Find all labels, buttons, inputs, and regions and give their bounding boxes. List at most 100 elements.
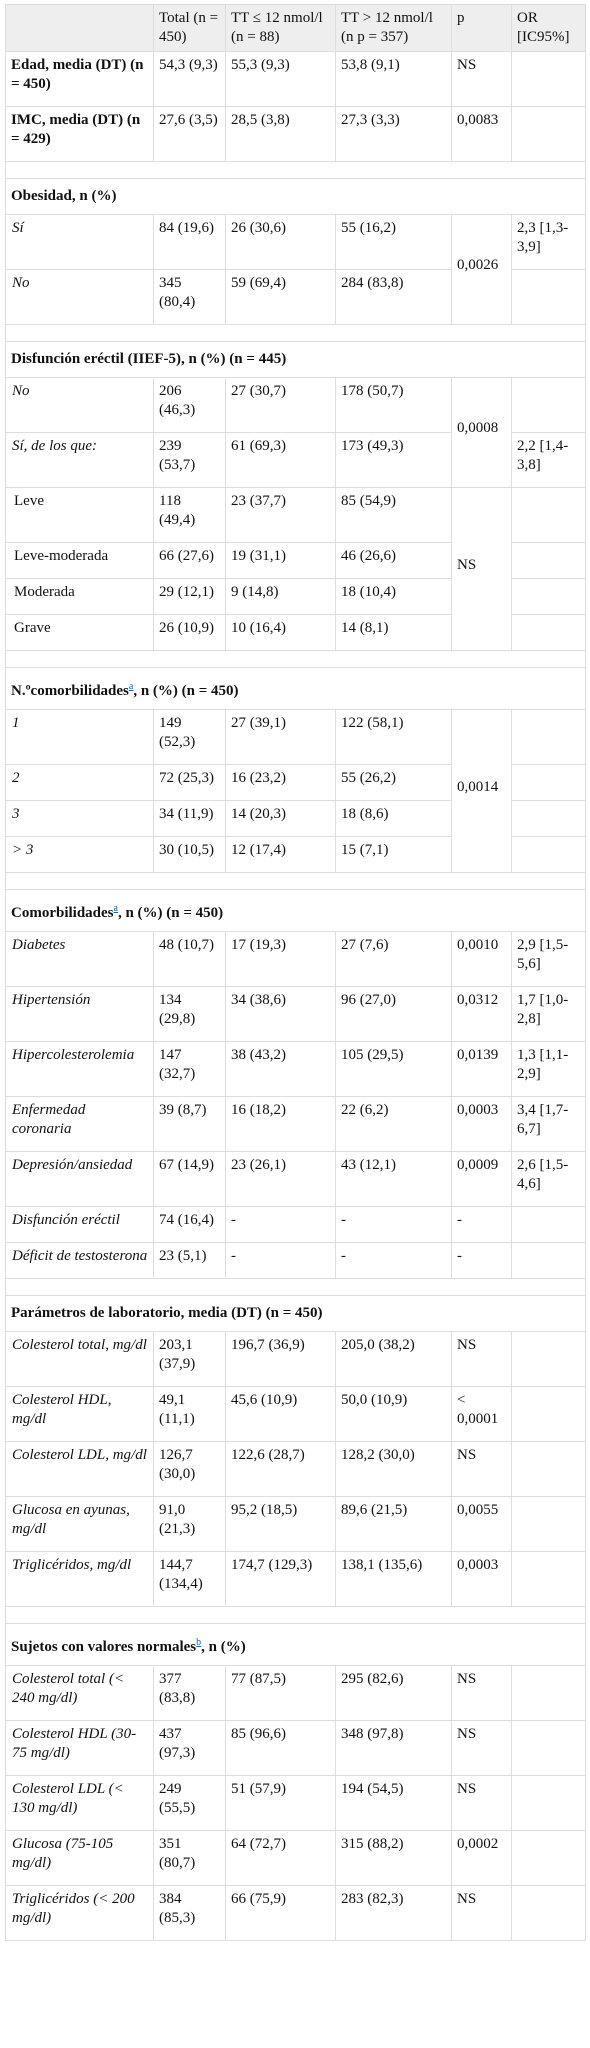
cell-empty xyxy=(511,487,586,543)
section-title: Obesidad, n (%) xyxy=(5,178,586,215)
cell-high: 128,2 (30,0) xyxy=(335,1441,452,1497)
cell-empty xyxy=(511,800,586,837)
cell-empty xyxy=(511,1441,586,1497)
cell-p: 0,0010 xyxy=(451,931,512,987)
header-row: Total (n = 450) TT ≤ 12 nmol/l (n = 88) TT… xyxy=(5,4,586,52)
cell-or: 2,2 [1,4-3,8] xyxy=(511,432,586,488)
row-label: Sí, de los que: xyxy=(5,432,154,488)
cell-high: 55 (26,2) xyxy=(335,764,452,801)
cell-low: 16 (23,2) xyxy=(225,764,336,801)
cell-p: NS xyxy=(451,1441,512,1497)
cell-total: 239 (53,7) xyxy=(153,432,226,488)
cell-low: 23 (37,7) xyxy=(225,487,336,543)
cell-high: 138,1 (135,6) xyxy=(335,1551,452,1607)
data-row: Leve 118 (49,4) 23 (37,7) 85 (54,9) NS xyxy=(5,487,586,651)
cell-p: 0,0312 xyxy=(451,986,512,1042)
cell-low: 9 (14,8) xyxy=(225,578,336,615)
cell-low: 174,7 (129,3) xyxy=(225,1551,336,1607)
section-title-rest: , n (%) (n = 450) xyxy=(117,905,224,921)
data-row: Hipertensión 134 (29,8) 34 (38,6) 96 (27,0)… xyxy=(5,986,586,1042)
section-row: Disfunción eréctil (IIEF-5), n (%) (n = … xyxy=(5,341,586,378)
cell-low: - xyxy=(225,1206,336,1243)
data-row: No 206 (46,3) 27 (30,7) 178 (50,7) 0,0008 xyxy=(5,377,586,488)
section-title-text: Parámetros de laboratorio, media (DT) (n… xyxy=(11,1305,323,1321)
section-title-text: Sujetos con valores normales xyxy=(11,1639,197,1655)
cell-low: 61 (69,3) xyxy=(225,432,336,488)
cell-empty xyxy=(511,1551,586,1607)
row-label: Colesterol HDL, mg/dl xyxy=(5,1386,154,1442)
footnote-link[interactable]: a xyxy=(128,681,134,692)
cell-empty xyxy=(511,1206,586,1243)
cell-empty xyxy=(511,578,586,615)
cell-p: NS xyxy=(451,1885,512,1941)
row-label: Glucosa en ayunas, mg/dl xyxy=(5,1496,154,1552)
cell-p: NS xyxy=(451,1775,512,1831)
row-label: Enfermedad coronaria xyxy=(5,1096,154,1152)
data-row: Glucosa (75-105 mg/dl) 351 (80,7) 64 (72,7… xyxy=(5,1830,586,1886)
row-label: 1 xyxy=(5,709,154,765)
section-row: Obesidad, n (%) xyxy=(5,178,586,215)
cell-p: 0,0003 xyxy=(451,1096,512,1152)
spacer xyxy=(5,650,586,668)
cell-low: 85 (96,6) xyxy=(225,1720,336,1776)
cell-high: 348 (97,8) xyxy=(335,1720,452,1776)
cell-empty xyxy=(511,542,586,579)
row-label: IMC, media (DT) (n = 429) xyxy=(5,106,154,162)
cell-high: 178 (50,7) xyxy=(335,377,452,433)
data-row: Sí 84 (19,6) 26 (30,6) 55 (16,2) 0,0026 2,3 [… xyxy=(5,214,586,325)
row-label: Colesterol total, mg/dl xyxy=(5,1331,154,1387)
section-row: Parámetros de laboratorio, media (DT) (n… xyxy=(5,1295,586,1332)
cell-low: 122,6 (28,7) xyxy=(225,1441,336,1497)
footnote-link[interactable]: b xyxy=(196,1637,202,1648)
cell-total: 72 (25,3) xyxy=(153,764,226,801)
cell-high: 194 (54,5) xyxy=(335,1775,452,1831)
cell-p: 0,0139 xyxy=(451,1041,512,1097)
data-row: Disfunción eréctil 74 (16,4) - - - xyxy=(5,1206,586,1243)
data-row: 1 149 (52,3) 27 (39,1) 122 (58,1) 0,0014 xyxy=(5,709,586,873)
cell-or: 1,7 [1,0-2,8] xyxy=(511,986,586,1042)
data-row: Moderada 29 (12,1) 9 (14,8) 18 (10,4) xyxy=(5,578,586,615)
cell-p: NS xyxy=(451,1331,512,1387)
row-label: Leve xyxy=(5,487,154,543)
cell-low: 77 (87,5) xyxy=(225,1665,336,1721)
row-label: > 3 xyxy=(5,836,154,873)
cell-low: 38 (43,2) xyxy=(225,1041,336,1097)
cell-high: 284 (83,8) xyxy=(335,269,452,325)
cell-low: 17 (19,3) xyxy=(225,931,336,987)
cell-total: 149 (52,3) xyxy=(153,709,226,765)
cell-low: - xyxy=(225,1242,336,1279)
cell-p: - xyxy=(451,1242,512,1279)
cell-low: 95,2 (18,5) xyxy=(225,1496,336,1552)
cell-total: 126,7 (30,0) xyxy=(153,1441,226,1497)
cell-total: 67 (14,9) xyxy=(153,1151,226,1207)
row-label: Glucosa (75-105 mg/dl) xyxy=(5,1830,154,1886)
data-row: Colesterol total, mg/dl 203,1 (37,9) 196,7… xyxy=(5,1331,586,1387)
row-label: Moderada xyxy=(5,578,154,615)
spacer-row xyxy=(5,161,586,179)
cell-empty xyxy=(511,1496,586,1552)
section-title-text: N.ºcomorbilidades xyxy=(11,683,129,699)
cell-p: 0,0083 xyxy=(451,106,512,162)
cell-empty xyxy=(511,106,586,162)
cell-total: 39 (8,7) xyxy=(153,1096,226,1152)
data-row: > 3 30 (10,5) 12 (17,4) 15 (7,1) xyxy=(5,836,586,873)
header-cell xyxy=(5,4,154,52)
cell-low: 27 (39,1) xyxy=(225,709,336,765)
footnote-link[interactable]: a xyxy=(113,903,118,914)
row-label: Edad, media (DT) (n = 450) xyxy=(5,51,154,107)
cell-total: 29 (12,1) xyxy=(153,578,226,615)
cell-p: 0,0026 xyxy=(451,214,512,325)
cell-or: 2,6 [1,5-4,6] xyxy=(511,1151,586,1207)
data-row: IMC, media (DT) (n = 429) 27,6 (3,5) 28,5 … xyxy=(5,106,586,162)
cell-total: 144,7 (134,4) xyxy=(153,1551,226,1607)
section-title: Comorbilidadesa, n (%) (n = 450) xyxy=(5,889,586,932)
cell-high: 122 (58,1) xyxy=(335,709,452,765)
section-title-text: Obesidad, n (%) xyxy=(11,188,117,204)
cell-total: 206 (46,3) xyxy=(153,377,226,433)
cell-high: 18 (8,6) xyxy=(335,800,452,837)
spacer xyxy=(5,324,586,342)
cell-or: 2,9 [1,5-5,6] xyxy=(511,931,586,987)
cell-low: 27 (30,7) xyxy=(225,377,336,433)
row-label: 2 xyxy=(5,764,154,801)
data-row: Depresión/ansiedad 67 (14,9) 23 (26,1) 43 (… xyxy=(5,1151,586,1207)
